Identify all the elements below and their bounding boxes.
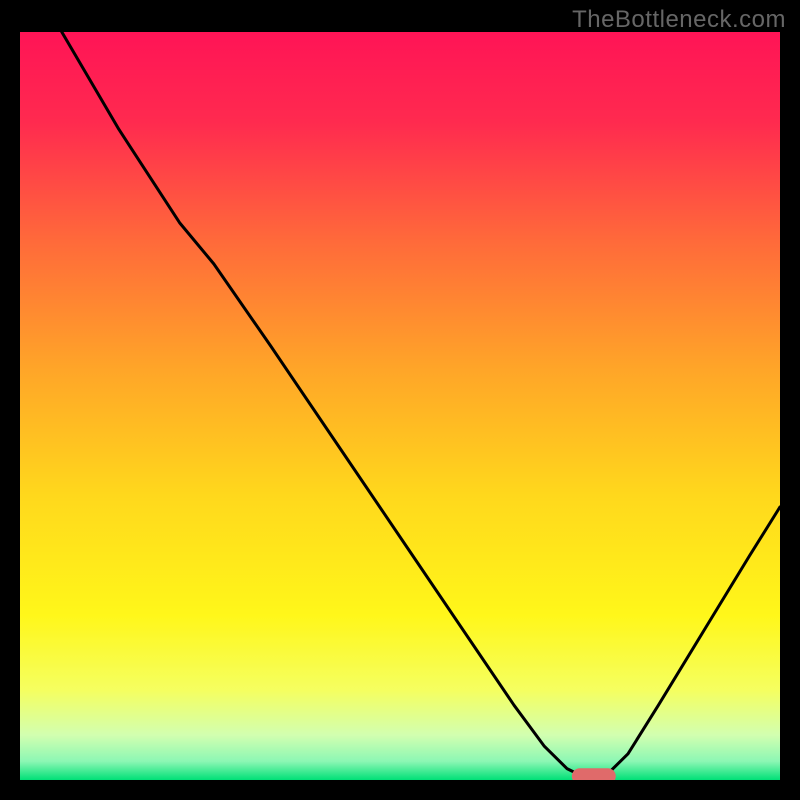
- plot-area: [20, 32, 780, 780]
- chart-svg: [20, 32, 780, 780]
- watermark-text: TheBottleneck.com: [572, 6, 786, 34]
- marker-pill: [572, 768, 616, 780]
- chart-frame: TheBottleneck.com: [0, 0, 800, 800]
- gradient-bg: [20, 32, 780, 780]
